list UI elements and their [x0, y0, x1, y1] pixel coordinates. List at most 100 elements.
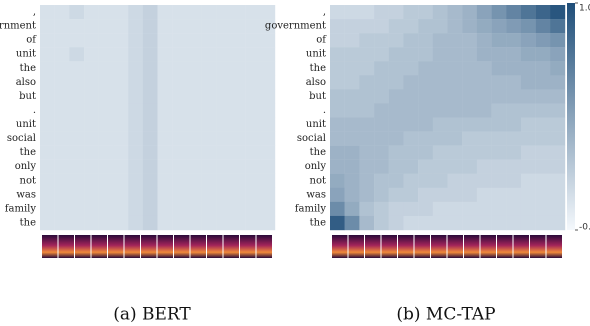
heatmap-cell: [535, 19, 551, 34]
heatmap-cell: [374, 103, 389, 118]
heatmap-cell: [447, 47, 463, 62]
heatmap-cell: [186, 215, 202, 231]
heatmap-cell: [84, 19, 99, 34]
heatmap-cell: [98, 89, 114, 104]
heatmap-cell: [98, 103, 114, 118]
heatmap-cell: [245, 145, 261, 160]
heatmap-cell: [186, 117, 202, 132]
heatmap-cell: [142, 131, 158, 146]
heatmap-cell: [432, 19, 448, 34]
spectrogram: [207, 235, 223, 258]
heatmap-cell: [201, 19, 217, 34]
heatmap-cell: [388, 19, 404, 34]
heatmap-cell: [432, 33, 448, 48]
heatmap-cell: [476, 201, 492, 217]
heatmap-cell: [359, 201, 375, 217]
heatmap-cell: [40, 47, 55, 62]
heatmap-cell: [201, 61, 217, 76]
heatmap-cell: [245, 103, 261, 118]
heatmap-cell: [216, 47, 232, 62]
heatmap-cell: [157, 159, 173, 174]
heatmap-cell: [447, 75, 463, 90]
heatmap-cell: [113, 33, 129, 48]
heatmap-cell: [84, 187, 99, 203]
heatmap-cell: [216, 215, 232, 231]
heatmap-cell: [344, 159, 360, 174]
heatmap-cell: [84, 215, 99, 231]
row-label: also: [306, 77, 326, 88]
spectrogram: [398, 235, 414, 258]
heatmap-cell: [374, 75, 389, 90]
heatmap-cell: [128, 89, 144, 104]
heatmap-cell: [40, 75, 55, 90]
heatmap-cell: [201, 89, 217, 104]
heatmap-cell: [491, 61, 507, 76]
heatmap-cell: [462, 201, 478, 217]
heatmap-cell: [447, 201, 463, 217]
spectrogram: [365, 235, 381, 258]
heatmap-cell: [40, 187, 55, 203]
row-label: ,: [323, 7, 326, 18]
spectrogram: [91, 235, 107, 258]
heatmap-cell: [69, 159, 85, 174]
heatmap-cell: [230, 117, 246, 132]
heatmap-cell: [418, 215, 434, 231]
heatmap-cell: [506, 187, 522, 203]
heatmap-cell: [432, 47, 448, 62]
heatmap-cell: [374, 47, 389, 62]
heatmap-cell: [520, 131, 536, 146]
heatmap-cell: [98, 117, 114, 132]
heatmap-cell: [403, 187, 419, 203]
heatmap-cell: [186, 89, 202, 104]
heatmap-cell: [550, 187, 566, 203]
heatmap-cell: [344, 103, 360, 118]
heatmap-cell: [491, 173, 507, 189]
heatmap-cell: [388, 75, 404, 90]
heatmap-cell: [506, 145, 522, 160]
heatmap-cell: [418, 117, 434, 132]
heatmap-cell: [54, 89, 70, 104]
heatmap-cell: [230, 145, 246, 160]
heatmap-cell: [359, 47, 375, 62]
heatmap-cell: [388, 201, 404, 217]
heatmap-cell: [230, 75, 246, 90]
heatmap-cell: [230, 173, 246, 189]
heatmap-cell: [98, 131, 114, 146]
heatmap-cell: [157, 33, 173, 48]
caption: (b) MC-TAP: [396, 305, 495, 325]
heatmap-cell: [403, 33, 419, 48]
row-label: family: [5, 203, 37, 214]
row-label: ,: [33, 7, 36, 18]
heatmap-cell: [374, 117, 389, 132]
heatmap-cell: [550, 117, 566, 132]
heatmap-cell: [216, 61, 232, 76]
heatmap-cell: [113, 61, 129, 76]
heatmap-cell: [260, 19, 276, 34]
heatmap-cell: [550, 89, 566, 104]
spectrogram: [240, 235, 256, 258]
heatmap-cell: [462, 187, 478, 203]
row-label: unit: [16, 119, 36, 130]
heatmap-cell: [172, 159, 188, 174]
heatmap-cell: [172, 47, 188, 62]
heatmap-cell: [447, 159, 463, 174]
heatmap-cell: [216, 187, 232, 203]
heatmap-cell: [359, 131, 375, 146]
heatmap-cell: [432, 187, 448, 203]
heatmap-cell: [260, 33, 276, 48]
heatmap-cell: [344, 75, 360, 90]
heatmap-cell: [230, 159, 246, 174]
heatmap-cell: [388, 117, 404, 132]
heatmap-cell: [330, 89, 345, 104]
heatmap-cell: [476, 215, 492, 231]
heatmap-cell: [113, 117, 129, 132]
heatmap-cell: [40, 61, 55, 76]
heatmap-cell: [447, 89, 463, 104]
heatmap-cell: [520, 187, 536, 203]
heatmap-cell: [84, 173, 99, 189]
heatmap-cell: [403, 89, 419, 104]
heatmap-cell: [54, 19, 70, 34]
heatmap-cell: [142, 159, 158, 174]
heatmap-cell: [84, 5, 99, 20]
heatmap-cell: [506, 89, 522, 104]
